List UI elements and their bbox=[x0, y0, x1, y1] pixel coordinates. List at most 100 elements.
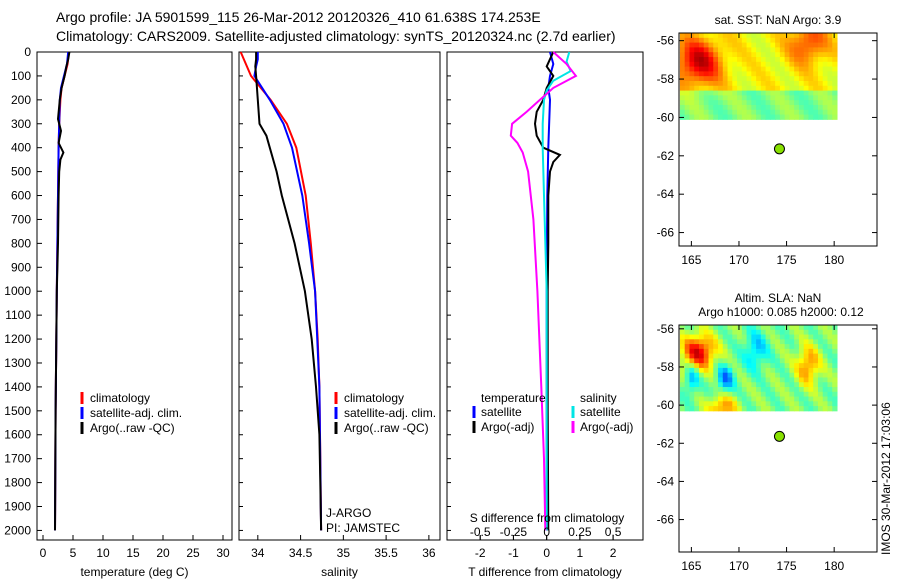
heatmap-cell bbox=[746, 114, 752, 120]
heatmap-cell bbox=[813, 66, 819, 72]
heatmap-cell bbox=[770, 396, 776, 402]
heatmap-cell bbox=[808, 56, 814, 63]
heatmap-cell bbox=[784, 353, 790, 359]
heatmap-cell bbox=[722, 396, 729, 402]
heatmap-cell bbox=[760, 37, 767, 44]
heatmap-cell bbox=[708, 406, 714, 412]
heatmap-cell bbox=[832, 401, 838, 407]
heatmap-cell bbox=[813, 406, 819, 412]
heatmap-cell bbox=[779, 95, 786, 101]
heatmap-cell bbox=[689, 47, 695, 53]
heatmap-cell bbox=[808, 85, 814, 92]
heatmap-cell bbox=[718, 367, 724, 374]
heatmap-cell bbox=[827, 33, 833, 39]
heatmap-cell bbox=[775, 363, 781, 369]
heatmap-cell bbox=[789, 109, 795, 116]
heatmap-cell bbox=[741, 52, 748, 58]
heatmap-cell bbox=[760, 104, 767, 111]
heatmap-cell bbox=[760, 358, 767, 364]
heatmap-cell bbox=[760, 95, 767, 101]
heatmap-cell bbox=[689, 56, 695, 63]
heatmap-cell bbox=[718, 114, 724, 120]
heatmap-cell bbox=[741, 339, 748, 345]
heatmap-cell bbox=[760, 100, 767, 106]
heatmap-cell bbox=[827, 42, 833, 48]
heatmap-cell bbox=[746, 47, 752, 53]
heatmap-cell bbox=[684, 396, 690, 402]
heatmap-cell bbox=[808, 367, 814, 374]
heatmap-cell bbox=[794, 325, 800, 331]
heatmap-cell bbox=[765, 339, 771, 345]
heatmap-cell bbox=[775, 76, 781, 82]
heatmap-cell bbox=[732, 334, 738, 340]
x-tick-label: 34 bbox=[251, 546, 265, 560]
heatmap-cell bbox=[789, 325, 795, 331]
heatmap-cell bbox=[803, 382, 809, 388]
heatmap-cell bbox=[727, 71, 733, 77]
heatmap-cell bbox=[713, 406, 719, 412]
heatmap-cell bbox=[765, 353, 771, 359]
panel-temperature: 0 5 10 15 20 25 30 temperature (deg C) 0 100 200 30… bbox=[4, 45, 233, 579]
heatmap-cell bbox=[798, 372, 805, 378]
heatmap-cell bbox=[713, 56, 719, 63]
heatmap-cell bbox=[732, 377, 738, 383]
heatmap-cell bbox=[746, 71, 752, 77]
heatmap-cell bbox=[732, 61, 738, 68]
heatmap-cell bbox=[756, 66, 762, 72]
heatmap-cell bbox=[784, 95, 790, 101]
heatmap-cell bbox=[798, 109, 805, 116]
heatmap-cell bbox=[798, 100, 805, 106]
heatmap-cell bbox=[760, 401, 767, 407]
heatmap-cell bbox=[694, 47, 700, 53]
heatmap-cell bbox=[737, 104, 743, 111]
heatmap-cell bbox=[765, 344, 771, 350]
heatmap-cell bbox=[732, 95, 738, 101]
heatmap-cell bbox=[832, 47, 838, 53]
heatmap-cell bbox=[770, 386, 776, 393]
heatmap-cell bbox=[722, 90, 729, 96]
heatmap-cell bbox=[694, 358, 700, 364]
heatmap-cell bbox=[770, 42, 776, 48]
heatmap-cell bbox=[803, 406, 809, 412]
heatmap-cell bbox=[770, 47, 776, 53]
heatmap-cell bbox=[798, 47, 805, 53]
heatmap-cell bbox=[737, 90, 743, 96]
x-tick-label: 1 bbox=[577, 546, 584, 560]
heatmap-cell bbox=[803, 100, 809, 106]
heatmap-cell bbox=[698, 325, 705, 331]
heatmap-cell bbox=[779, 382, 786, 388]
plot-frame bbox=[36, 51, 233, 541]
heatmap-cell bbox=[727, 33, 733, 39]
heatmap-cell bbox=[765, 406, 771, 412]
heatmap-cell bbox=[708, 386, 714, 393]
heatmap-cell bbox=[708, 109, 714, 116]
heatmap-cell bbox=[822, 396, 828, 402]
heatmap-cell bbox=[770, 391, 776, 398]
heatmap-cell bbox=[813, 100, 819, 106]
heatmap-cell bbox=[741, 66, 748, 72]
heatmap-cell bbox=[832, 329, 838, 336]
heatmap-cell bbox=[794, 339, 800, 345]
heatmap-cell bbox=[684, 104, 690, 111]
heatmap-cell bbox=[808, 100, 814, 106]
heatmap-cell bbox=[813, 61, 819, 68]
heatmap-cell bbox=[684, 66, 690, 72]
heatmap-cell bbox=[827, 71, 833, 77]
heatmap-cell bbox=[713, 386, 719, 393]
heatmap-cell bbox=[694, 344, 700, 350]
y-tick-label: 1400 bbox=[4, 380, 31, 394]
heatmap-cell bbox=[708, 33, 714, 39]
heatmap-cell bbox=[713, 325, 719, 331]
heatmap-cell bbox=[794, 42, 800, 48]
heatmap-cell bbox=[741, 76, 748, 82]
heatmap-cell bbox=[694, 406, 700, 412]
heatmap-cell bbox=[789, 85, 795, 92]
heatmap-cell bbox=[708, 104, 714, 111]
heatmap-cell bbox=[822, 109, 828, 116]
heatmap-cell bbox=[751, 76, 757, 82]
heatmap-cell bbox=[770, 85, 776, 92]
heatmap-cell bbox=[684, 42, 690, 48]
heatmap-cell bbox=[827, 348, 833, 355]
heatmap-cell bbox=[813, 348, 819, 355]
heatmap-cell bbox=[689, 377, 695, 383]
